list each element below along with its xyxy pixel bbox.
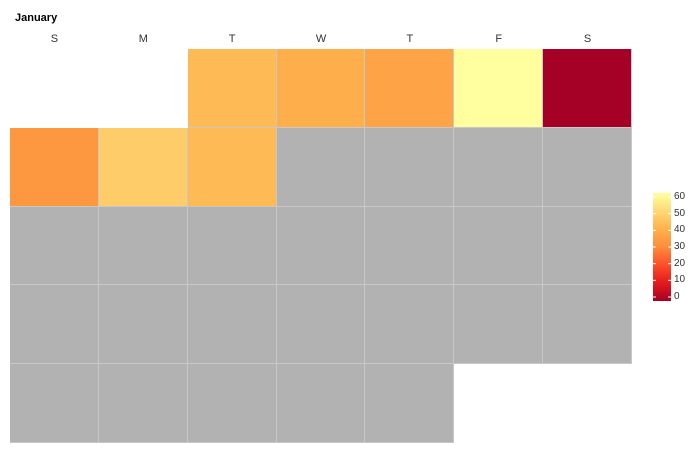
legend-tick-label: 20 [674,257,686,269]
calendar-cell [187,49,277,128]
day-label: S [50,33,59,45]
calendar-cell [276,364,366,443]
calendar-cell [98,127,188,207]
calendar-cell [543,49,632,128]
calendar-cell [187,285,277,365]
legend-tick-label: 10 [674,274,686,286]
calendar-cell [187,127,277,207]
legend-gradient [653,193,671,301]
calendar-cell [454,206,544,286]
calendar-cell [276,206,366,286]
calendar-cell [543,285,632,365]
calendar-cell [98,206,188,286]
day-label: W [315,33,327,45]
calendar-cell [187,364,277,443]
calendar-cell [10,364,99,443]
calendar-cell [365,127,455,207]
day-label: T [406,33,414,45]
calendar-cell [187,206,277,286]
color-legend-labels: 0 10 20 30 40 50 60 [674,191,700,302]
calendar-cell [10,206,99,286]
calendar-cell [454,285,544,365]
legend-tick-label: 0 [674,291,680,302]
calendar-cell [276,285,366,365]
legend-tick-label: 30 [674,241,686,252]
legend-tick-label: 60 [674,191,686,202]
calendar-cell [543,127,632,207]
calendar-cell [543,206,632,286]
calendar-cell [98,285,188,365]
day-label: F [495,33,503,45]
calendar-cell [98,364,188,443]
day-label: M [138,33,148,45]
calendar-cell [276,49,366,128]
calendar-cell [10,285,99,365]
day-label: T [228,33,236,45]
chart-title: January [15,12,58,24]
day-label: S [583,33,592,45]
calendar-cell [10,127,99,207]
calendar-cell [365,206,455,286]
calendar-cell [454,127,544,207]
legend-tick-label: 40 [674,224,686,236]
color-legend-bar [653,193,671,301]
calendar-cell [276,127,366,207]
calendar-cell [365,285,455,365]
calendar-cell [454,49,544,128]
calendar-cell [365,49,455,128]
calendar-grid [10,49,632,443]
legend-tick-label: 50 [674,207,686,219]
calendar-cell [365,364,455,443]
